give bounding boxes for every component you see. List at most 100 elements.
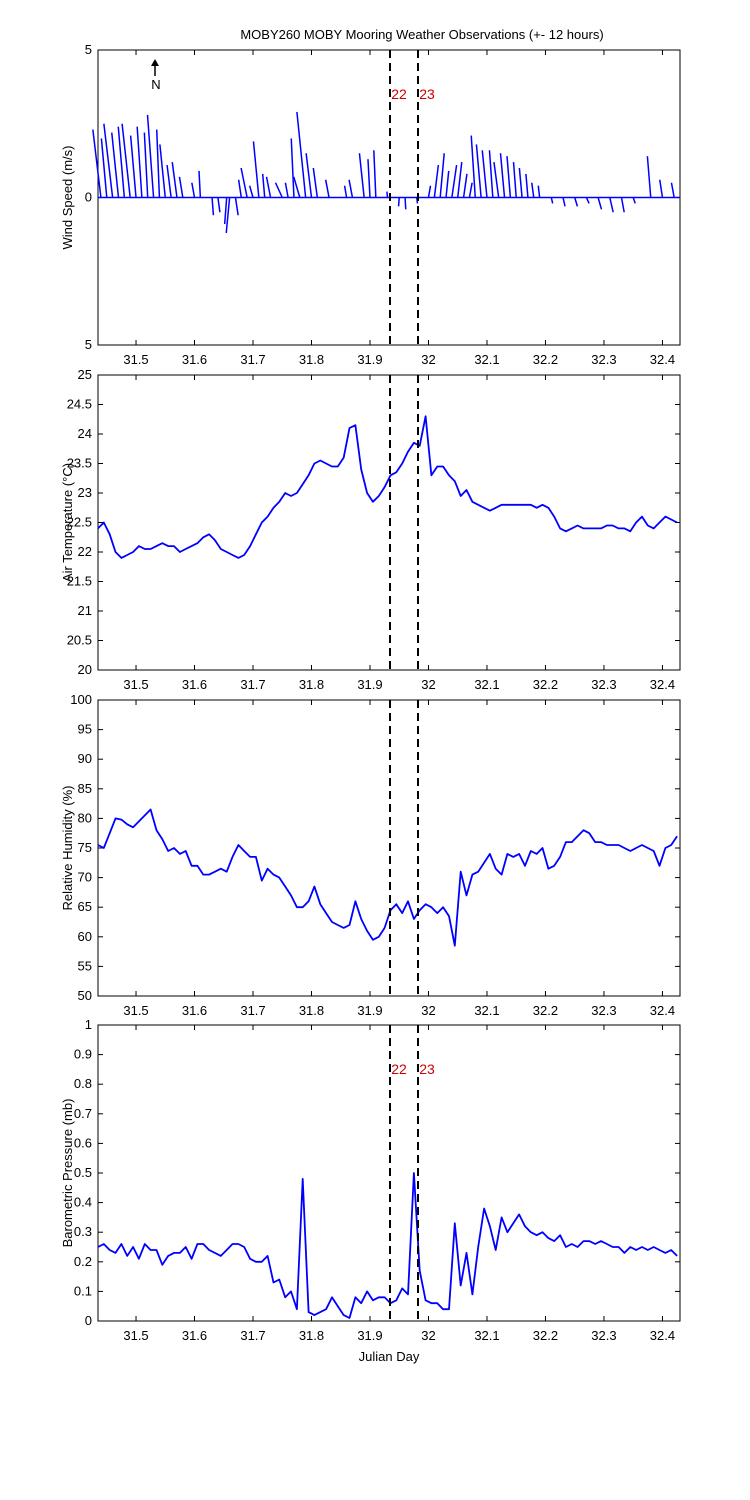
barometric_pressure-ytick-label: 0.5 <box>74 1165 92 1180</box>
wind-xtick-label: 31.6 <box>182 352 207 367</box>
air_temperature-ytick-label: 25 <box>78 367 92 382</box>
air_temperature-line <box>97 415 678 559</box>
air_temperature-ytick-label: 22.5 <box>67 515 92 530</box>
air_temperature-ytick-label: 20.5 <box>67 633 92 648</box>
air_temperature-ytick-label: 23.5 <box>67 456 92 471</box>
wind-stick <box>284 182 289 198</box>
wind-stick <box>129 135 137 198</box>
wind-stick <box>358 153 365 198</box>
figure-title: MOBY260 MOBY Mooring Weather Observation… <box>240 27 603 42</box>
wind-stick <box>433 164 440 198</box>
relative_humidity-ytick-label: 50 <box>78 988 92 1003</box>
wind-stick <box>646 156 652 198</box>
panels: 31.5 31.6 31.7 31.8 31.9 32 32.1 32.2 32.3 32.450… <box>60 42 681 1364</box>
wind-stick <box>312 167 319 198</box>
wind-stick <box>171 162 178 198</box>
barometric_pressure-xtick-label: 32.2 <box>533 1328 558 1343</box>
air_temperature-ytick-label: 22 <box>78 544 92 559</box>
wind-ytick-label: 0 <box>85 190 92 205</box>
wind-stick <box>237 179 243 198</box>
wind-stick <box>525 173 529 198</box>
air_temperature-ytick-label: 20 <box>78 662 92 677</box>
relative_humidity-ytick-label: 75 <box>78 840 92 855</box>
wind-stick <box>573 197 579 207</box>
relative_humidity-xtick-label: 32.2 <box>533 1003 558 1018</box>
air_temperature-panel: 31.5 31.6 31.7 31.8 31.9 32 32.1 32.2 32.3 32.4 20… <box>60 367 681 692</box>
wind-stick <box>597 197 603 210</box>
wind-ytick-label: 5 <box>85 42 92 57</box>
barometric_pressure-line <box>97 1172 678 1319</box>
wind-stick <box>296 111 307 198</box>
barometric_pressure-ytick-label: 0 <box>85 1313 92 1328</box>
wind-stick <box>456 162 463 198</box>
wind-stick <box>265 176 272 198</box>
wind-stick <box>110 132 120 198</box>
wind-stick <box>620 197 625 213</box>
wind-xtick-label: 31.7 <box>240 352 265 367</box>
wind-stick <box>223 197 228 225</box>
wind-stick <box>518 167 523 198</box>
wind-stick <box>632 197 636 204</box>
barometric_pressure-xtick-label: 32.4 <box>650 1328 675 1343</box>
wind-stick <box>481 150 488 198</box>
wind-marker-label: 23 <box>419 86 435 102</box>
wind-stick <box>493 162 500 198</box>
wind-panel: 31.5 31.6 31.7 31.8 31.9 32 32.1 32.2 32.3 32.4 5 0… <box>60 42 681 367</box>
wind-xtick-label: 32.3 <box>591 352 616 367</box>
wind-stick <box>462 173 468 198</box>
wind-stick <box>427 185 432 198</box>
relative_humidity-xtick-label: 32.4 <box>650 1003 675 1018</box>
wind-stick <box>155 129 161 198</box>
barometric_pressure-ytick-label: 1 <box>85 1017 92 1032</box>
wind-stick <box>475 144 482 198</box>
wind-stick <box>217 197 221 213</box>
wind-xtick-label: 32.1 <box>474 352 499 367</box>
relative_humidity-xtick-label: 31.8 <box>299 1003 324 1018</box>
wind-stick <box>234 197 239 216</box>
barometric_pressure-marker-label: 23 <box>419 1061 435 1077</box>
barometric_pressure-ytick-label: 0.4 <box>74 1195 92 1210</box>
relative_humidity-xtick-label: 31.6 <box>182 1003 207 1018</box>
wind-stick <box>290 138 295 198</box>
barometric_pressure-xtick-label: 31.8 <box>299 1328 324 1343</box>
wind-stick <box>585 197 590 204</box>
wind-stick <box>143 132 149 198</box>
wind-stick <box>373 150 377 198</box>
wind-xtick-label: 31.5 <box>123 352 148 367</box>
wind-ylabel: Wind Speed (m/s) <box>60 145 75 249</box>
barometric_pressure-xtick-label: 31.5 <box>123 1328 148 1343</box>
relative_humidity-ytick-label: 90 <box>78 751 92 766</box>
wind-stick <box>324 179 330 198</box>
air_temperature-ytick-label: 23 <box>78 485 92 500</box>
wind-stick <box>225 197 231 233</box>
wind-stick <box>451 164 458 198</box>
wind-stick <box>121 123 131 198</box>
air_temperature-xtick-label: 31.7 <box>240 677 265 692</box>
relative_humidity-panel: 31.5 31.6 31.7 31.8 31.9 32 32.1 32.2 32.3 32.4 50… <box>60 692 681 1018</box>
wind-ytick-label: 5 <box>85 337 92 352</box>
relative_humidity-ytick-label: 95 <box>78 722 92 737</box>
wind-stick <box>348 179 354 198</box>
wind-xtick-label: 32 <box>421 352 435 367</box>
wind-stick <box>198 170 202 198</box>
air_temperature-ytick-label: 24.5 <box>67 397 92 412</box>
wind-stick <box>386 191 389 198</box>
barometric_pressure-xtick-label: 31.6 <box>182 1328 207 1343</box>
barometric_pressure-xtick-label: 31.9 <box>357 1328 382 1343</box>
wind-xtick-label: 32.2 <box>533 352 558 367</box>
air_temperature-xtick-label: 31.6 <box>182 677 207 692</box>
wind-stick <box>499 153 506 198</box>
wind-stick <box>439 153 445 198</box>
wind-stick <box>550 197 554 204</box>
wind-stick <box>445 170 450 198</box>
relative_humidity-xtick-label: 31.7 <box>240 1003 265 1018</box>
relative_humidity-ytick-label: 80 <box>78 810 92 825</box>
north-arrow-head <box>151 59 159 66</box>
wind-stick <box>92 129 102 198</box>
relative_humidity-line <box>97 808 678 947</box>
air_temperature-ytick-label: 24 <box>78 426 92 441</box>
wind-stick <box>293 176 301 198</box>
relative_humidity-ylabel: Relative Humidity (%) <box>60 786 75 911</box>
wind-stick <box>609 197 614 213</box>
